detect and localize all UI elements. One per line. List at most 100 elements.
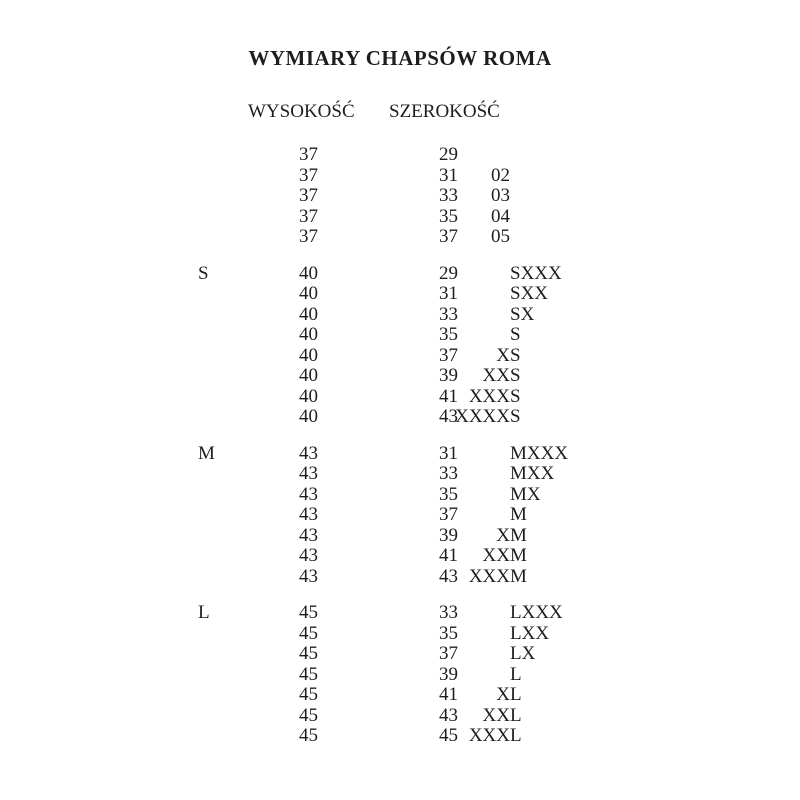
column-headers: WYSOKOŚĆ SZEROKOŚĆ — [0, 101, 800, 124]
size-code-prefix: XXX — [468, 385, 510, 407]
width-column-header: SZEROKOŚĆ — [389, 101, 500, 122]
group-letter: L — [198, 602, 210, 623]
height-value: 43 — [299, 545, 318, 566]
width-value: 41 — [439, 684, 458, 705]
size-code-prefix: XX — [482, 704, 510, 726]
page-title: WYMIARY CHAPSÓW ROMA — [248, 46, 552, 70]
table-row: 40 37 X S — [0, 344, 800, 367]
size-code-prefix: XXXX — [455, 406, 510, 427]
size-group-m: M 43 31 MXXX 43 33 MXX 43 35 MX 43 37 M … — [0, 442, 800, 588]
size-code: L — [510, 704, 522, 726]
group-letter: S — [198, 262, 209, 284]
width-value: 39 — [439, 663, 458, 685]
width-value: 37 — [439, 504, 458, 525]
table-row: 37 33 03 — [0, 185, 800, 207]
width-value: 37 — [439, 344, 458, 366]
size-code-prefix: 02 — [491, 164, 510, 186]
size-code: MXXX — [510, 442, 569, 464]
width-value: 31 — [439, 283, 458, 304]
size-code-prefix: XXX — [468, 565, 510, 587]
size-code: L — [510, 684, 522, 705]
table-row: 40 33 SX — [0, 303, 800, 326]
height-value: 40 — [299, 385, 318, 407]
height-value: 43 — [299, 442, 318, 464]
table-row: 37 29 — [0, 144, 800, 166]
height-value: 40 — [299, 344, 318, 366]
table-row: 43 43 XXX M — [0, 565, 800, 588]
table-row: 40 39 XX S — [0, 365, 800, 387]
size-code-prefix: XXX — [468, 725, 510, 746]
width-value: 33 — [439, 463, 458, 484]
width-value: 29 — [439, 262, 458, 284]
width-value: 39 — [439, 365, 458, 386]
height-value: 37 — [299, 144, 318, 165]
height-value: 43 — [299, 463, 318, 484]
table-row: S 40 29 SXXX — [0, 262, 800, 285]
size-code: M — [510, 524, 527, 546]
width-value: 35 — [439, 205, 458, 227]
width-value: 37 — [439, 643, 458, 664]
table-row: 40 43 XXXX S — [0, 406, 800, 428]
size-code: L — [510, 663, 522, 685]
width-value: 37 — [439, 226, 458, 247]
height-value: 37 — [299, 164, 318, 186]
size-code: L — [510, 725, 522, 746]
size-table-body: 37 29 37 31 02 37 33 03 37 35 04 37 37 0… — [0, 144, 800, 747]
height-value: 45 — [299, 602, 318, 623]
width-value: 31 — [439, 164, 458, 186]
width-value: 43 — [439, 565, 458, 587]
table-row: 37 35 04 — [0, 205, 800, 228]
size-code: MXX — [510, 463, 555, 484]
size-code-prefix: 03 — [491, 185, 510, 206]
group-letter: M — [198, 442, 215, 464]
width-value: 33 — [439, 303, 458, 325]
size-code: M — [510, 545, 527, 566]
table-row: 37 31 02 — [0, 164, 800, 187]
size-code: LX — [510, 643, 536, 664]
table-row: 37 37 05 — [0, 226, 800, 248]
height-value: 40 — [299, 324, 318, 345]
size-code-prefix: XX — [482, 365, 510, 386]
size-code: M — [510, 565, 527, 587]
table-row: 45 39 L — [0, 663, 800, 686]
height-value: 45 — [299, 684, 318, 705]
height-value: 40 — [299, 262, 318, 284]
width-value: 33 — [439, 185, 458, 206]
table-row: M 43 31 MXXX — [0, 442, 800, 465]
width-value: 35 — [439, 622, 458, 644]
height-value: 43 — [299, 524, 318, 546]
height-value: 45 — [299, 704, 318, 726]
table-row: 45 41 X L — [0, 684, 800, 706]
height-value: 45 — [299, 725, 318, 746]
width-value: 29 — [439, 144, 458, 165]
width-value: 41 — [439, 385, 458, 407]
height-column-header: WYSOKOŚĆ — [248, 101, 355, 122]
size-group-s: S 40 29 SXXX 40 31 SXX 40 33 SX 40 35 S … — [0, 262, 800, 428]
table-row: 40 41 XXX S — [0, 385, 800, 408]
size-code: M — [510, 504, 527, 525]
size-code: S — [510, 406, 521, 427]
size-code: LXX — [510, 622, 550, 644]
height-value: 37 — [299, 226, 318, 247]
height-value: 45 — [299, 643, 318, 664]
height-value: 43 — [299, 504, 318, 525]
height-value: 45 — [299, 663, 318, 685]
table-row: L 45 33 LXXX — [0, 602, 800, 624]
height-value: 43 — [299, 483, 318, 505]
size-group-l: L 45 33 LXXX 45 35 LXX 45 37 LX 45 39 L … — [0, 602, 800, 747]
height-value: 43 — [299, 565, 318, 587]
table-row: 43 35 MX — [0, 483, 800, 506]
size-code: S — [510, 365, 521, 386]
size-code: SX — [510, 303, 535, 325]
width-value: 43 — [439, 704, 458, 726]
table-row: 40 31 SXX — [0, 283, 800, 305]
table-row: 43 41 XX M — [0, 545, 800, 567]
height-value: 45 — [299, 622, 318, 644]
width-value: 45 — [439, 725, 458, 746]
width-value: 31 — [439, 442, 458, 464]
table-row: 45 35 LXX — [0, 622, 800, 645]
size-code: LXXX — [510, 602, 563, 623]
size-group: 37 29 37 31 02 37 33 03 37 35 04 37 37 0… — [0, 144, 800, 248]
width-value: 43 — [439, 406, 458, 427]
width-value: 33 — [439, 602, 458, 623]
